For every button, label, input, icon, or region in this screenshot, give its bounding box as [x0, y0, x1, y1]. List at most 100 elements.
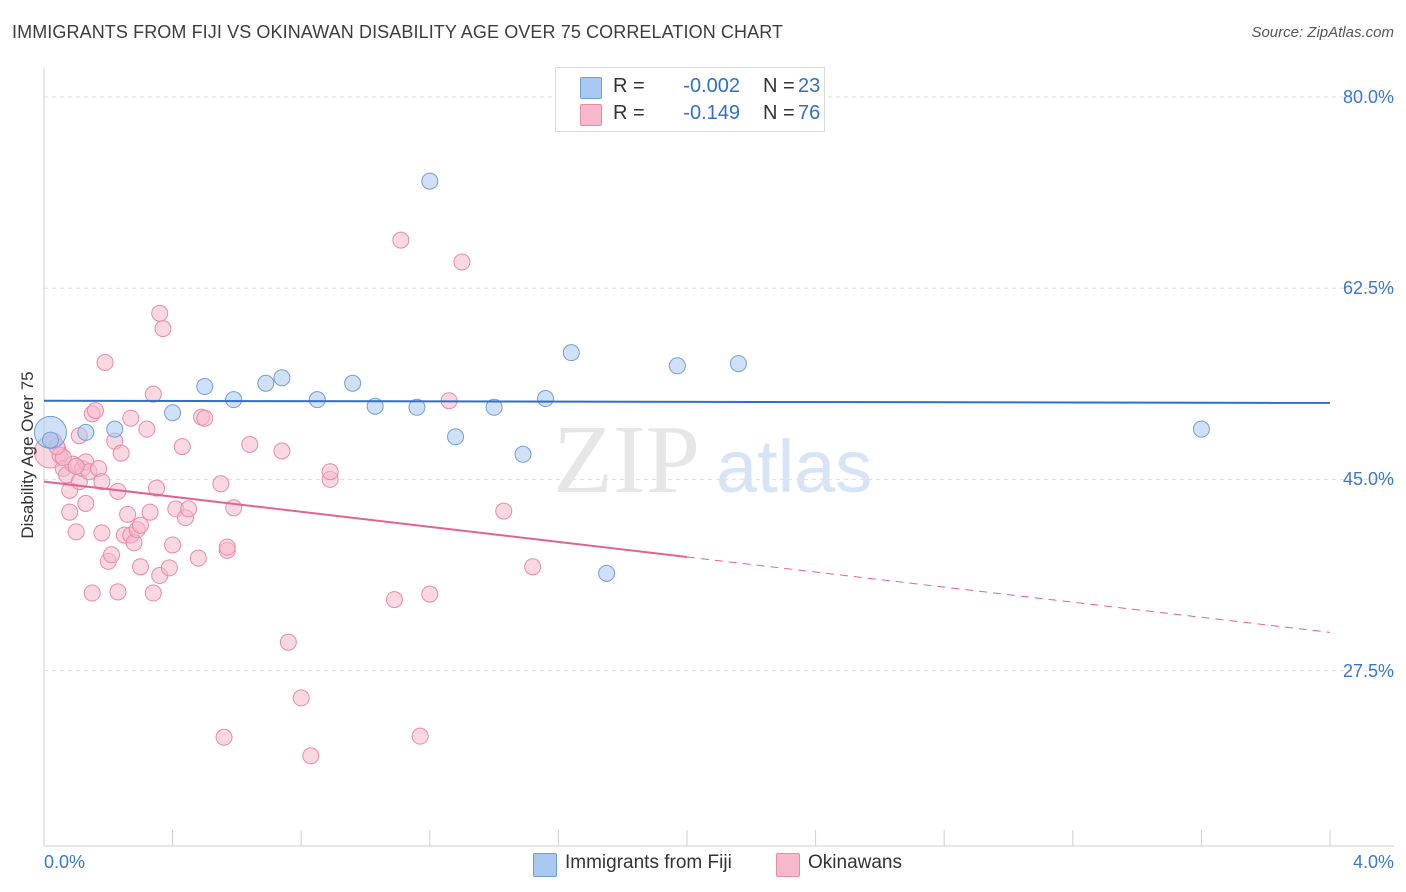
fiji-point	[668, 357, 686, 375]
okinawans-point	[180, 500, 198, 518]
fiji-point	[729, 355, 747, 373]
okinawans-point	[138, 420, 156, 438]
okinawans-point	[453, 253, 471, 271]
fiji-series	[33, 172, 1210, 582]
okinawans-point	[67, 457, 85, 475]
correlation-legend: R = -0.002 N = 23 R = -0.149 N = 76	[555, 67, 825, 132]
fiji-swatch	[533, 853, 557, 877]
okinawans-point	[385, 591, 403, 609]
fiji-point	[562, 344, 580, 362]
okinawans-series	[33, 231, 542, 765]
okinawans-point	[164, 536, 182, 554]
okinawans-trend-line	[43, 480, 688, 558]
okinawans-point	[141, 503, 159, 521]
okinawans-point	[495, 502, 513, 520]
x-tick-label: 0.0%	[44, 852, 86, 872]
okinawans-point	[144, 584, 162, 602]
fiji-point	[408, 398, 426, 416]
n-label: N =	[763, 75, 795, 97]
okinawans-point	[411, 727, 429, 745]
fiji-swatch	[580, 77, 602, 99]
r-label: R =	[613, 75, 645, 97]
okinawans-point	[103, 546, 121, 564]
okinawans-point	[151, 304, 169, 322]
n-value: 23	[798, 75, 821, 97]
watermark: ZIP atlas	[553, 406, 872, 514]
okinawans-point	[241, 435, 259, 453]
okinawans-point	[112, 444, 130, 462]
okinawans-swatch	[776, 853, 800, 877]
y-axis-label: Disability Age Over 75	[18, 371, 37, 539]
okinawans-point	[173, 438, 191, 456]
x-tick-label: 4.0%	[1352, 852, 1394, 872]
y-tick-label: 80.0%	[1342, 87, 1394, 107]
okinawans-point	[83, 584, 101, 602]
okinawans-point	[77, 494, 95, 512]
okinawans-point	[273, 442, 291, 460]
okinawans-point	[93, 524, 111, 542]
fiji-point	[41, 431, 59, 449]
chart-title: IMMIGRANTS FROM FIJI VS OKINAWAN DISABIL…	[12, 22, 784, 42]
fiji-point	[273, 369, 291, 387]
fiji-point	[77, 423, 95, 441]
okinawans-point	[524, 558, 542, 576]
fiji-point	[308, 391, 326, 409]
fiji-point	[485, 398, 503, 416]
y-tick-label: 27.5%	[1342, 661, 1394, 681]
okinawans-point	[212, 475, 230, 493]
r-label: R =	[613, 102, 645, 124]
okinawans-point	[119, 505, 137, 523]
okinawans-point	[131, 516, 149, 534]
watermark-atlas: atlas	[716, 425, 872, 508]
okinawans-point	[67, 523, 85, 541]
okinawans-point	[196, 409, 214, 427]
fiji-point	[537, 390, 555, 408]
okinawans-point	[122, 409, 140, 427]
okinawans-point	[61, 503, 79, 521]
okinawans-point	[302, 747, 320, 765]
watermark-zip: ZIP	[553, 406, 700, 514]
source-label: Source: ZipAtlas.com	[1251, 24, 1394, 41]
okinawans-point	[154, 320, 172, 338]
okinawans-point	[131, 558, 149, 576]
okinawans-point	[93, 473, 111, 491]
fiji-point	[421, 172, 439, 190]
okinawans-point	[109, 583, 127, 601]
okinawans-point	[189, 549, 207, 567]
okinawans-point	[96, 353, 114, 371]
n-value: 76	[798, 102, 821, 124]
fiji-trend-line	[43, 399, 1331, 404]
legend-label: Immigrants from Fiji	[565, 852, 732, 873]
fiji-point	[257, 374, 275, 392]
okinawans-point	[279, 633, 297, 651]
okinawans-point	[218, 538, 236, 556]
r-value: -0.002	[683, 75, 740, 97]
fiji-point	[196, 378, 214, 396]
n-label: N =	[763, 102, 795, 124]
y-tick-label: 45.0%	[1342, 469, 1394, 489]
fiji-point	[1192, 420, 1210, 438]
fiji-point	[106, 420, 124, 438]
fiji-point	[598, 564, 616, 582]
okinawans-point	[421, 585, 439, 603]
okinawans-trend-extension	[686, 556, 1331, 633]
okinawans-point	[148, 479, 166, 497]
r-value: -0.149	[683, 102, 740, 124]
okinawans-point	[321, 463, 339, 481]
okinawans-point	[86, 402, 104, 420]
legend-label: Okinawans	[808, 852, 902, 873]
okinawans-point	[215, 728, 233, 746]
fiji-point	[164, 404, 182, 422]
fiji-point	[447, 428, 465, 446]
trend-lines	[43, 399, 1331, 633]
okinawans-point	[392, 231, 410, 249]
okinawans-point	[292, 689, 310, 707]
fiji-point	[514, 445, 532, 463]
fiji-point	[344, 374, 362, 392]
grid-lines	[44, 96, 1394, 672]
okinawans-point	[144, 385, 162, 403]
okinawans-point	[160, 559, 178, 577]
okinawans-swatch	[580, 104, 602, 126]
fiji-point	[225, 391, 243, 409]
